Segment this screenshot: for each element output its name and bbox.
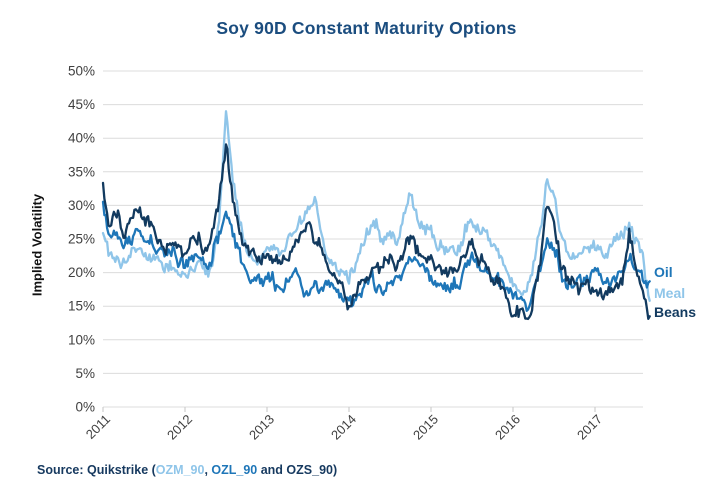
y-tick-label-40%: 40% — [68, 131, 95, 146]
source-separator: , — [204, 463, 212, 477]
y-tick-label-15%: 15% — [68, 299, 95, 314]
y-tick-label-45%: 45% — [68, 97, 95, 112]
x-tick-label-2011: 2011 — [83, 412, 113, 442]
series-line-beans — [101, 143, 651, 321]
source-code-ozs: OZS_90 — [286, 463, 333, 477]
source-code-ozm: OZM_90 — [155, 463, 205, 477]
x-tick-label-2014: 2014 — [328, 412, 359, 443]
legend-item-oil: Oil — [654, 264, 673, 280]
source-mid: and — [257, 463, 287, 477]
y-tick-label-0%: 0% — [75, 400, 95, 415]
legend: Oil Meal Beans — [654, 0, 720, 500]
source-close: ) — [332, 463, 338, 477]
page-title: Soy 90D Constant Maturity Options — [216, 18, 517, 38]
y-tick-label-35%: 35% — [68, 164, 95, 179]
source-note: Source: Quikstrike (OZM_90, OZL_90 and O… — [37, 463, 337, 477]
x-tick-label-2016: 2016 — [492, 412, 523, 443]
x-tick-label-2012: 2012 — [164, 412, 195, 443]
y-axis-title: Implied Volatility — [29, 193, 45, 297]
y-tick-label-20%: 20% — [68, 265, 95, 280]
y-tick-label-5%: 5% — [75, 366, 95, 381]
y-tick-label-25%: 25% — [68, 232, 95, 247]
y-tick-label-30%: 30% — [68, 198, 95, 213]
legend-item-beans: Beans — [654, 304, 697, 320]
source-code-ozl: OZL_90 — [211, 463, 258, 477]
y-tick-label-10%: 10% — [68, 332, 95, 347]
source-prefix: Source: Quikstrike ( — [37, 463, 156, 477]
x-tick-label-2013: 2013 — [246, 412, 277, 443]
series-line-meal — [101, 110, 651, 302]
series-line-oil — [101, 200, 651, 312]
y-tick-label-50%: 50% — [68, 64, 95, 79]
x-tick-label-2017: 2017 — [574, 412, 605, 443]
legend-item-meal: Meal — [654, 285, 686, 301]
x-tick-label-2015: 2015 — [410, 412, 441, 443]
